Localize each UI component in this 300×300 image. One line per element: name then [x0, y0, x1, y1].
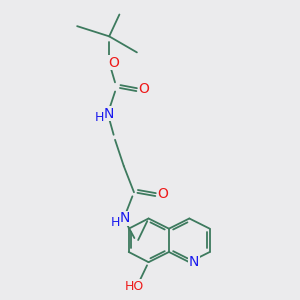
Text: HO: HO — [125, 280, 145, 293]
Text: N: N — [104, 106, 114, 121]
Text: O: O — [158, 187, 169, 201]
Text: N: N — [120, 212, 130, 226]
Text: N: N — [189, 255, 199, 269]
Text: H: H — [110, 216, 120, 229]
Text: O: O — [139, 82, 150, 96]
Text: H: H — [94, 111, 104, 124]
Text: O: O — [108, 56, 119, 70]
